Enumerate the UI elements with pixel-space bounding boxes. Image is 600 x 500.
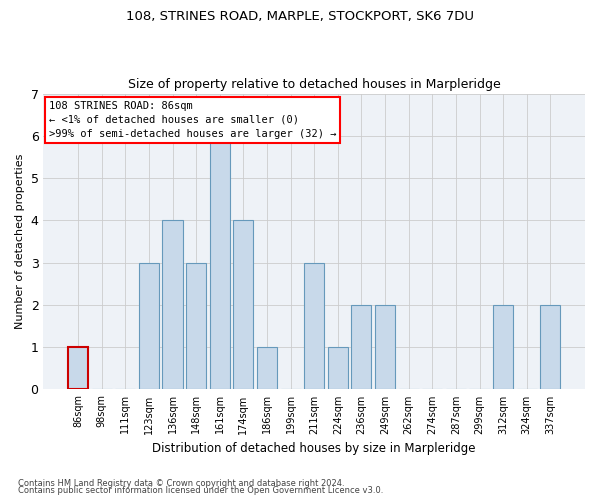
Bar [163, 220, 182, 390]
Text: Contains HM Land Registry data © Crown copyright and database right 2024.: Contains HM Land Registry data © Crown c… [18, 478, 344, 488]
Text: Contains public sector information licensed under the Open Government Licence v3: Contains public sector information licen… [18, 486, 383, 495]
Bar [304, 262, 324, 390]
Bar [139, 262, 159, 390]
Bar [541, 305, 560, 390]
Bar [493, 305, 513, 390]
Bar [68, 347, 88, 390]
X-axis label: Distribution of detached houses by size in Marpleridge: Distribution of detached houses by size … [152, 442, 476, 455]
Bar [210, 136, 230, 390]
Text: 108 STRINES ROAD: 86sqm
← <1% of detached houses are smaller (0)
>99% of semi-de: 108 STRINES ROAD: 86sqm ← <1% of detache… [49, 101, 337, 139]
Bar [186, 262, 206, 390]
Bar [375, 305, 395, 390]
Y-axis label: Number of detached properties: Number of detached properties [15, 154, 25, 329]
Text: 108, STRINES ROAD, MARPLE, STOCKPORT, SK6 7DU: 108, STRINES ROAD, MARPLE, STOCKPORT, SK… [126, 10, 474, 23]
Bar [352, 305, 371, 390]
Title: Size of property relative to detached houses in Marpleridge: Size of property relative to detached ho… [128, 78, 500, 91]
Bar [233, 220, 253, 390]
Bar [328, 347, 348, 390]
Bar [257, 347, 277, 390]
